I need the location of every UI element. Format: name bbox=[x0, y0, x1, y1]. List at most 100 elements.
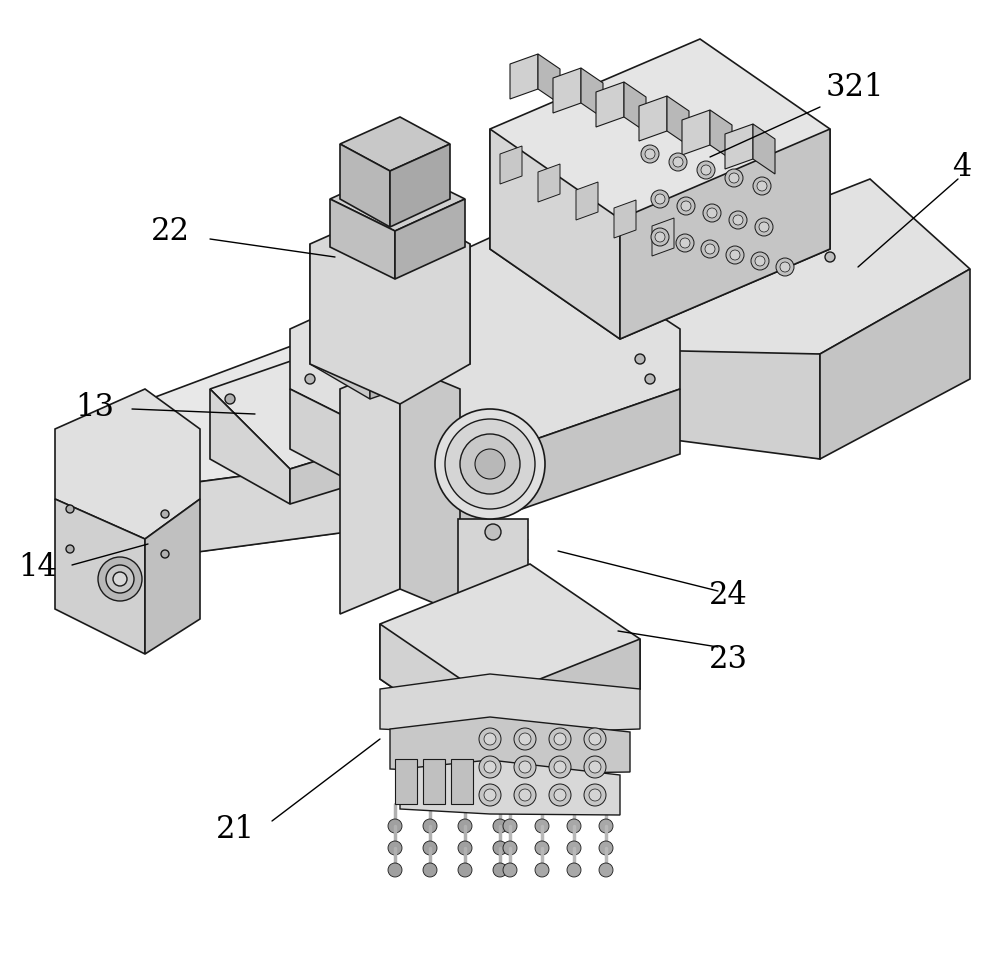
Polygon shape bbox=[510, 55, 538, 100]
Polygon shape bbox=[576, 183, 598, 221]
Polygon shape bbox=[639, 97, 667, 142]
Circle shape bbox=[589, 761, 601, 773]
Circle shape bbox=[645, 375, 655, 385]
Circle shape bbox=[514, 757, 536, 779]
Polygon shape bbox=[145, 499, 200, 655]
Circle shape bbox=[305, 375, 315, 385]
Circle shape bbox=[460, 435, 520, 495]
Circle shape bbox=[725, 274, 735, 285]
Text: 14: 14 bbox=[19, 552, 57, 583]
Circle shape bbox=[458, 820, 472, 833]
Circle shape bbox=[680, 239, 690, 249]
Circle shape bbox=[584, 757, 606, 779]
Polygon shape bbox=[590, 350, 820, 459]
Polygon shape bbox=[70, 390, 590, 569]
Circle shape bbox=[645, 150, 655, 160]
Circle shape bbox=[780, 263, 790, 273]
Circle shape bbox=[535, 820, 549, 833]
Polygon shape bbox=[538, 55, 560, 105]
Polygon shape bbox=[538, 165, 560, 203]
Circle shape bbox=[825, 253, 835, 263]
Polygon shape bbox=[310, 205, 470, 405]
Circle shape bbox=[599, 863, 613, 877]
Polygon shape bbox=[290, 430, 420, 504]
Circle shape bbox=[599, 841, 613, 855]
Polygon shape bbox=[490, 130, 620, 339]
Circle shape bbox=[584, 728, 606, 750]
Polygon shape bbox=[451, 760, 473, 804]
Circle shape bbox=[445, 419, 535, 510]
Circle shape bbox=[493, 820, 507, 833]
Circle shape bbox=[753, 178, 771, 195]
Circle shape bbox=[549, 784, 571, 806]
Circle shape bbox=[707, 209, 717, 219]
Circle shape bbox=[635, 355, 645, 365]
Polygon shape bbox=[450, 390, 680, 535]
Circle shape bbox=[554, 733, 566, 745]
Circle shape bbox=[535, 863, 549, 877]
Polygon shape bbox=[340, 118, 450, 172]
Circle shape bbox=[757, 182, 767, 192]
Polygon shape bbox=[330, 168, 465, 232]
Circle shape bbox=[458, 841, 472, 855]
Circle shape bbox=[567, 863, 581, 877]
Circle shape bbox=[567, 820, 581, 833]
Circle shape bbox=[66, 505, 74, 514]
Polygon shape bbox=[55, 390, 200, 539]
Text: 22: 22 bbox=[151, 216, 190, 247]
Text: 4: 4 bbox=[952, 152, 972, 183]
Polygon shape bbox=[553, 69, 581, 113]
Polygon shape bbox=[395, 200, 465, 280]
Circle shape bbox=[677, 198, 695, 215]
Circle shape bbox=[423, 863, 437, 877]
Circle shape bbox=[484, 789, 496, 801]
Polygon shape bbox=[490, 40, 830, 339]
Circle shape bbox=[669, 153, 687, 172]
Polygon shape bbox=[590, 180, 970, 390]
Polygon shape bbox=[620, 130, 830, 339]
Polygon shape bbox=[390, 718, 630, 774]
Circle shape bbox=[484, 761, 496, 773]
Circle shape bbox=[673, 158, 683, 168]
Circle shape bbox=[503, 863, 517, 877]
Circle shape bbox=[113, 573, 127, 586]
Circle shape bbox=[106, 565, 134, 594]
Circle shape bbox=[733, 215, 743, 226]
Circle shape bbox=[751, 253, 769, 271]
Polygon shape bbox=[330, 200, 395, 280]
Circle shape bbox=[479, 728, 501, 750]
Circle shape bbox=[161, 551, 169, 558]
Circle shape bbox=[675, 290, 685, 299]
Polygon shape bbox=[390, 145, 450, 228]
Circle shape bbox=[549, 757, 571, 779]
Polygon shape bbox=[210, 390, 290, 504]
Circle shape bbox=[519, 761, 531, 773]
Circle shape bbox=[676, 234, 694, 253]
Circle shape bbox=[730, 251, 740, 261]
Circle shape bbox=[225, 395, 235, 405]
Circle shape bbox=[681, 202, 691, 212]
Circle shape bbox=[493, 863, 507, 877]
Circle shape bbox=[503, 841, 517, 855]
Polygon shape bbox=[458, 519, 528, 619]
Circle shape bbox=[755, 256, 765, 267]
Polygon shape bbox=[395, 760, 417, 804]
Circle shape bbox=[625, 305, 635, 314]
Circle shape bbox=[415, 395, 425, 405]
Circle shape bbox=[66, 545, 74, 554]
Circle shape bbox=[599, 820, 613, 833]
Circle shape bbox=[651, 229, 669, 247]
Circle shape bbox=[423, 820, 437, 833]
Polygon shape bbox=[500, 147, 522, 185]
Circle shape bbox=[655, 233, 665, 243]
Circle shape bbox=[726, 247, 744, 265]
Circle shape bbox=[776, 258, 794, 276]
Circle shape bbox=[423, 841, 437, 855]
Circle shape bbox=[703, 205, 721, 223]
Circle shape bbox=[697, 162, 715, 180]
Circle shape bbox=[589, 733, 601, 745]
Circle shape bbox=[641, 146, 659, 164]
Circle shape bbox=[567, 841, 581, 855]
Circle shape bbox=[701, 166, 711, 175]
Polygon shape bbox=[596, 83, 624, 128]
